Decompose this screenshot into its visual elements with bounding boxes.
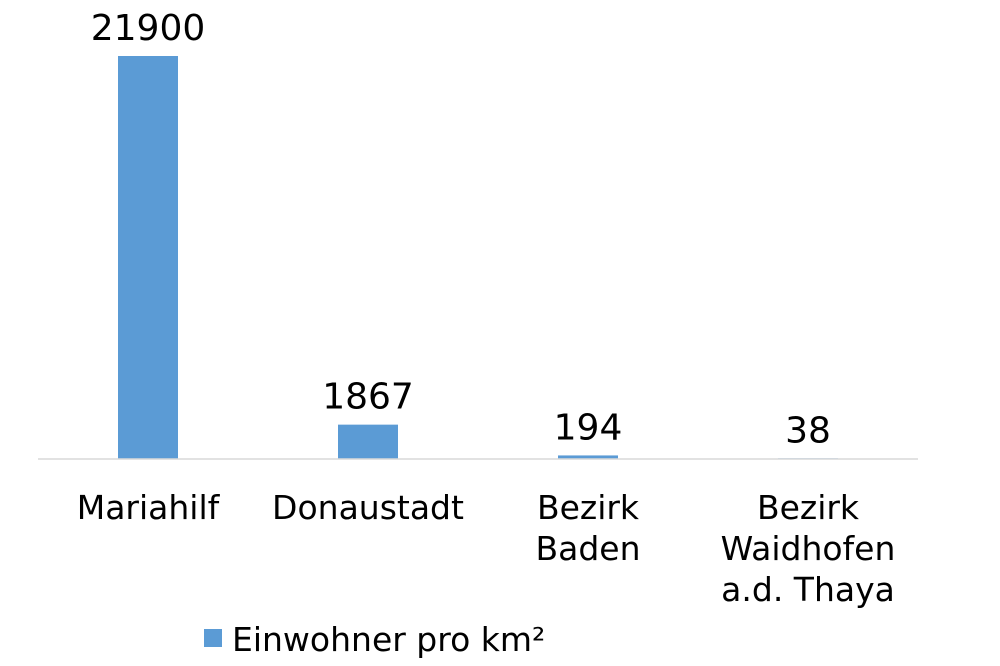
legend-label: Einwohner pro km² xyxy=(232,620,545,659)
category-label-0: Mariahilf xyxy=(77,488,221,527)
legend: Einwohner pro km² xyxy=(204,620,545,659)
data-label-1: 1867 xyxy=(322,377,414,418)
data-label-3: 38 xyxy=(785,410,831,451)
data-label-0: 21900 xyxy=(91,8,206,49)
bar-0 xyxy=(118,56,178,459)
legend-swatch xyxy=(204,629,222,647)
bar-1 xyxy=(338,424,398,459)
bar-2 xyxy=(558,455,618,459)
data-label-2: 194 xyxy=(554,407,623,448)
category-label-2: Bezirk Baden xyxy=(535,488,640,568)
category-label-3: Bezirk Waidhofen a.d. Thaya xyxy=(721,488,896,609)
category-label-1: Donaustadt xyxy=(272,488,464,527)
bars xyxy=(118,56,838,459)
category-labels: Mariahilf Donaustadt Bezirk Baden Bezirk Waid… xyxy=(77,488,896,609)
data-labels: 21900 1867 194 38 xyxy=(91,8,831,451)
